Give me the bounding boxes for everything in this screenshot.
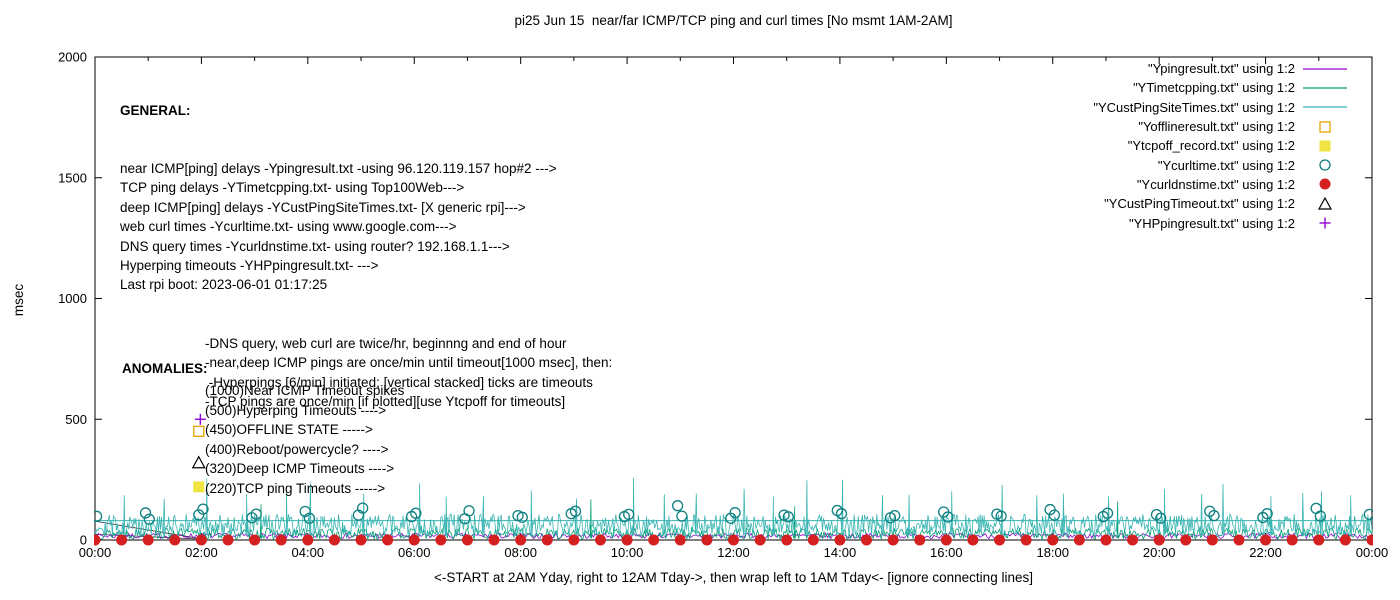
anomaly-item: (400)Reboot/powercycle? ---->: [205, 441, 389, 457]
legend-label: "Ycurldnstime.txt" using 1:2: [1136, 176, 1295, 192]
series-Yofflineresult: [193, 425, 205, 437]
y-tick-label: 1500: [58, 170, 87, 185]
legend-circle-filled-icon: [1302, 177, 1348, 191]
general-note-line: -near,deep ICMP pings are once/min until…: [205, 355, 613, 371]
legend-entry: "YCustPingTimeout.txt" using 1:2: [1093, 194, 1348, 213]
legend-line-sample: [1302, 100, 1348, 114]
general-line: TCP ping delays -YTimetcpping.txt- using…: [120, 180, 465, 196]
chart-title: pi25 Jun 15 near/far ICMP/TCP ping and c…: [514, 13, 953, 28]
legend-circle-open-icon: [1302, 158, 1348, 172]
legend-entry: "Ycurltime.txt" using 1:2: [1093, 155, 1348, 174]
anomaly-item: (220)TCP ping Timeouts ----->: [205, 480, 386, 496]
legend-line-sample: [1302, 62, 1348, 76]
general-line: deep ICMP[ping] delays -YCustPingSiteTim…: [120, 199, 526, 215]
general-line: DNS query times -Ycurldnstime.txt- using…: [120, 238, 510, 254]
anomaly-item: (320)Deep ICMP Timeouts ---->: [205, 461, 395, 477]
series-YCustPingSiteTimes: [94, 477, 1373, 538]
legend-entry: "YHPpingresult.txt" using 1:2: [1093, 213, 1348, 232]
x-tick-label: 04:00: [292, 545, 325, 560]
x-tick-label: 02:00: [185, 545, 218, 560]
legend-line-sample: [1302, 81, 1348, 95]
general-lines: near ICMP[ping] delays -Ypingresult.txt …: [120, 159, 612, 295]
legend-entry: "Ycurldnstime.txt" using 1:2: [1093, 175, 1348, 194]
legend-entry: "Ytcpoff_record.txt" using 1:2: [1093, 136, 1348, 155]
x-tick-label: 10:00: [611, 545, 644, 560]
series-YCustPingTimeout: [191, 455, 206, 469]
general-line: Last rpi boot: 2023-06-01 01:17:25: [120, 277, 328, 293]
general-notes: -DNS query, web curl are twice/hr, begin…: [205, 334, 612, 412]
x-tick-label: 20:00: [1143, 545, 1176, 560]
anomaly-item: (500)Hyperping Timeouts ---->: [205, 402, 387, 418]
y-tick-label: 1000: [58, 291, 87, 306]
series-layer: [94, 413, 1373, 546]
general-line: near ICMP[ping] delays -Ypingresult.txt …: [120, 161, 557, 177]
legend-square-filled-icon: [1302, 139, 1348, 153]
anomaly-item: (1000)Near ICMP Timeout spikes: [205, 383, 405, 398]
x-tick-label: 06:00: [398, 545, 431, 560]
general-note-line: -DNS query, web curl are twice/hr, begin…: [205, 335, 567, 351]
x-tick-label: 14:00: [824, 545, 857, 560]
legend-label: "YTimetcpping.txt" using 1:2: [1133, 80, 1295, 96]
x-tick-label: 00:00: [79, 545, 112, 560]
series-YHPpingresult: [194, 413, 206, 425]
x-axis-label: <-START at 2AM Yday, right to 12AM Tday-…: [434, 570, 1033, 585]
general-heading: GENERAL:: [120, 102, 191, 118]
anomalies-list: (1000)Near ICMP Timeout spikes (500)Hyper…: [205, 381, 404, 499]
legend-entry: "Ypingresult.txt" using 1:2: [1093, 59, 1348, 78]
legend-entry: "YCustPingSiteTimes.txt" using 1:2: [1093, 98, 1348, 117]
x-tick-label: 12:00: [717, 545, 750, 560]
legend-square-open-icon: [1302, 120, 1348, 134]
general-note-line: -TCP pings are once/min [if plotted][use…: [205, 393, 566, 409]
legend-label: "Yofflineresult.txt" using 1:2: [1138, 119, 1295, 135]
legend-label: "Ytcpoff_record.txt" using 1:2: [1127, 138, 1295, 154]
y-tick-label: 500: [65, 412, 87, 427]
general-note-line: -Hyperpings [6/min] initiated; [vertical…: [205, 374, 593, 390]
legend-label: "YCustPingSiteTimes.txt" using 1:2: [1093, 99, 1295, 115]
y-tick-label: 0: [80, 533, 87, 548]
anomaly-item: (450)OFFLINE STATE ----->: [205, 422, 373, 438]
series-Ycurltime: [94, 500, 1373, 525]
legend-triangle-open-icon: [1302, 196, 1348, 211]
y-tick-label: 2000: [58, 50, 87, 65]
general-line: Hyperping timeouts -YHPpingresult.txt- -…: [120, 258, 379, 274]
legend-plus-icon: [1302, 216, 1348, 230]
legend-label: "YCustPingTimeout.txt" using 1:2: [1104, 196, 1295, 212]
series-Ytcpoff_record: [193, 481, 205, 493]
x-tick-label: 08:00: [504, 545, 537, 560]
legend: "Ypingresult.txt" using 1:2 "YTimetcpping…: [1093, 59, 1348, 233]
legend-entry: "Yofflineresult.txt" using 1:2: [1093, 117, 1348, 136]
x-tick-label: 00:00: [1356, 545, 1389, 560]
legend-label: "YHPpingresult.txt" using 1:2: [1128, 215, 1295, 231]
legend-label: "Ypingresult.txt" using 1:2: [1147, 61, 1295, 77]
x-tick-label: 22:00: [1249, 545, 1282, 560]
legend-label: "Ycurltime.txt" using 1:2: [1157, 157, 1295, 173]
general-line: web curl times -Ycurltime.txt- using www…: [120, 219, 457, 235]
series-Ycurldnstime: [94, 534, 1373, 546]
y-axis-label: msec: [11, 283, 26, 317]
x-tick-label: 16:00: [930, 545, 963, 560]
legend-entry: "YTimetcpping.txt" using 1:2: [1093, 78, 1348, 97]
anomalies-heading: ANOMALIES:: [122, 361, 208, 376]
x-tick-label: 18:00: [1036, 545, 1069, 560]
general-annotation-block: GENERAL: near ICMP[ping] delays -Ypingre…: [120, 62, 612, 450]
